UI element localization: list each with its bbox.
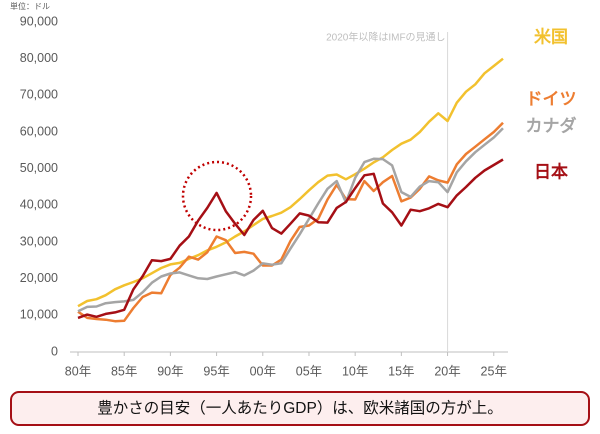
x-tick-label: 00年	[250, 364, 276, 378]
series-line	[77, 127, 504, 313]
highlight-circle	[181, 160, 253, 232]
y-tick-label: 80,000	[20, 51, 58, 65]
caption: 豊かさの目安（一人あたりGDP）は、欧米諸国の方が上。	[97, 399, 503, 417]
x-tick-label: 25年	[481, 364, 507, 378]
x-tick-label: 95年	[203, 364, 229, 378]
x-tick-label: 80年	[65, 364, 91, 378]
legend-label: 米国	[534, 26, 568, 46]
x-tick-label: 20年	[434, 364, 460, 378]
y-tick-label: 40,000	[20, 198, 58, 212]
x-tick-label: 85年	[111, 364, 137, 378]
y-tick-label: 70,000	[20, 88, 58, 102]
legend-label: カナダ	[526, 115, 577, 135]
series-line	[77, 57, 504, 308]
y-tick-label: 60,000	[20, 124, 58, 138]
x-tick-label: 10年	[342, 364, 368, 378]
legend-label: ドイツ	[526, 89, 577, 108]
y-tick-label: 90,000	[20, 14, 58, 28]
x-tick-label: 90年	[157, 364, 183, 378]
y-tick-label: 20,000	[20, 271, 58, 285]
x-tick-label: 15年	[388, 364, 414, 378]
y-tick-label: 10,000	[20, 308, 58, 322]
series-line	[77, 158, 504, 320]
forecast-annotation: 2020年以降はIMFの見通し	[326, 31, 445, 44]
y-tick-label: 30,000	[20, 234, 58, 248]
series-line	[77, 121, 504, 323]
y-tick-label: 0	[51, 344, 58, 358]
caption-box	[10, 391, 590, 426]
x-tick-label: 05年	[296, 364, 322, 378]
unit-label: 単位：ドル	[10, 1, 50, 11]
legend-label: 日本	[534, 161, 568, 181]
y-tick-label: 50,000	[20, 161, 58, 175]
